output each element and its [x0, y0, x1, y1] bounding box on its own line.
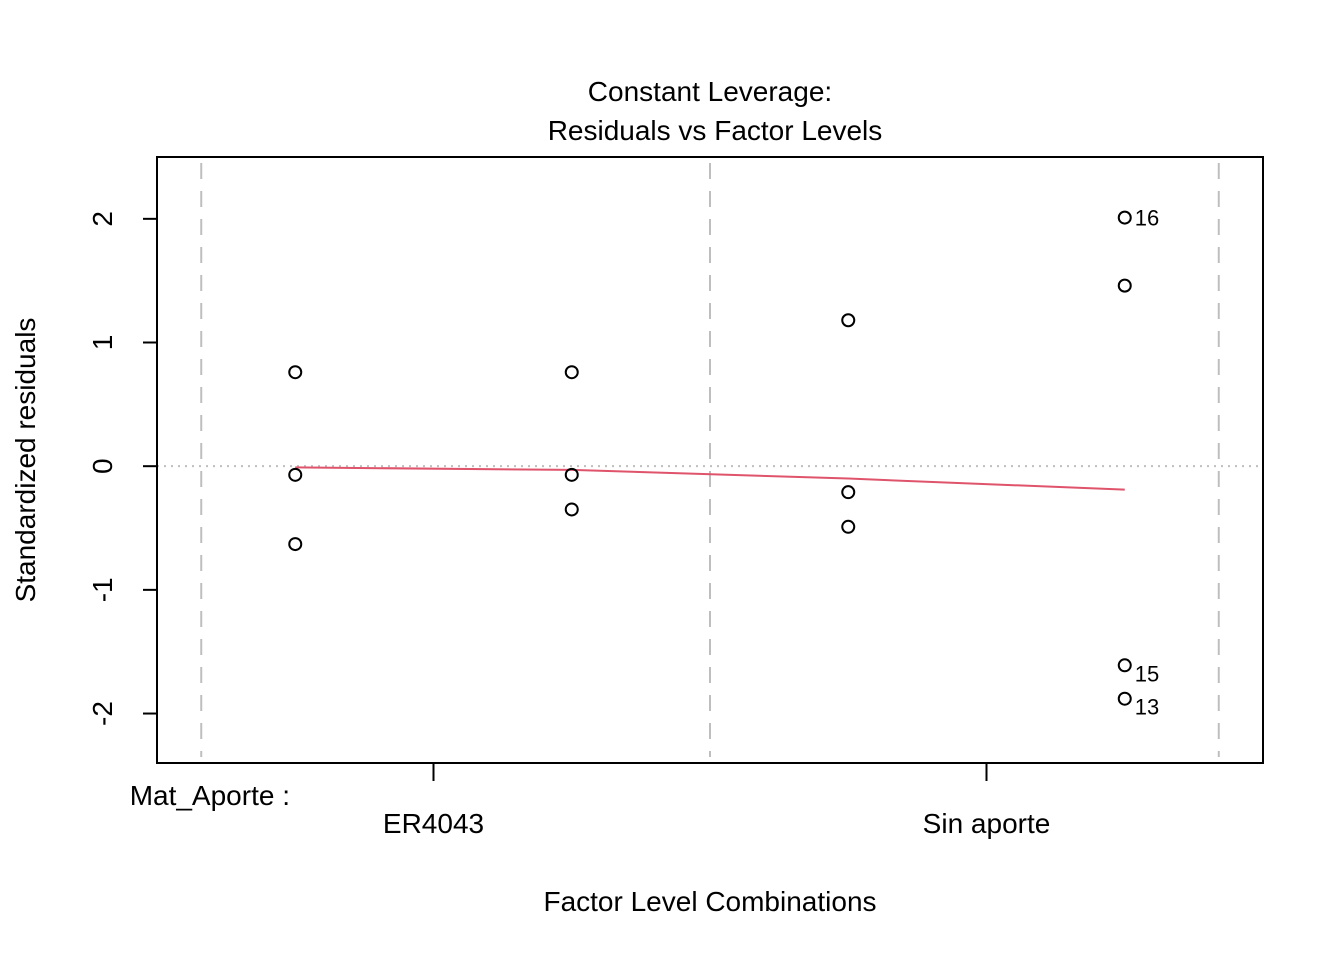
- chart-title-line-1: Constant Leverage:: [588, 76, 832, 107]
- point-labels-group: 16 15 13: [1135, 206, 1159, 720]
- data-point: [288, 467, 303, 482]
- y-tick-label: 1: [87, 335, 118, 351]
- data-point: [1117, 691, 1132, 706]
- point-label-13: 13: [1135, 695, 1159, 720]
- data-point: [841, 313, 856, 328]
- y-tick-label: -1: [87, 577, 118, 602]
- plot-frame: [156, 156, 1264, 764]
- data-point: [288, 537, 303, 552]
- data-point: [288, 365, 303, 380]
- factor-name-label: Mat_Aporte :: [130, 780, 290, 811]
- x-tick-label: Sin aporte: [923, 808, 1051, 839]
- y-axis-label: Standardized residuals: [10, 318, 41, 603]
- data-point: [564, 467, 579, 482]
- y-axis: -2 -1 0 1 2: [87, 211, 157, 726]
- smooth-line-group: [295, 466, 1125, 491]
- y-tick-label: 2: [87, 211, 118, 227]
- y-tick-label: 0: [87, 458, 118, 474]
- x-tick-label: ER4043: [383, 808, 484, 839]
- data-point: [841, 485, 856, 500]
- x-axis: ER4043 Sin aporte: [383, 763, 1050, 839]
- data-point: [564, 502, 579, 517]
- point-label-15: 15: [1135, 661, 1159, 686]
- group-dividers: [200, 163, 1220, 757]
- chart-title-line-2: Residuals vs Factor Levels: [548, 115, 883, 146]
- data-point: [1117, 210, 1132, 225]
- data-point: [1117, 658, 1132, 673]
- points-group: [288, 210, 1132, 706]
- data-point: [841, 519, 856, 534]
- smooth-line: [295, 466, 1125, 491]
- data-point: [1117, 278, 1132, 293]
- point-label-16: 16: [1135, 206, 1159, 231]
- x-axis-label: Factor Level Combinations: [543, 886, 876, 917]
- data-point: [564, 365, 579, 380]
- y-tick-label: -2: [87, 701, 118, 726]
